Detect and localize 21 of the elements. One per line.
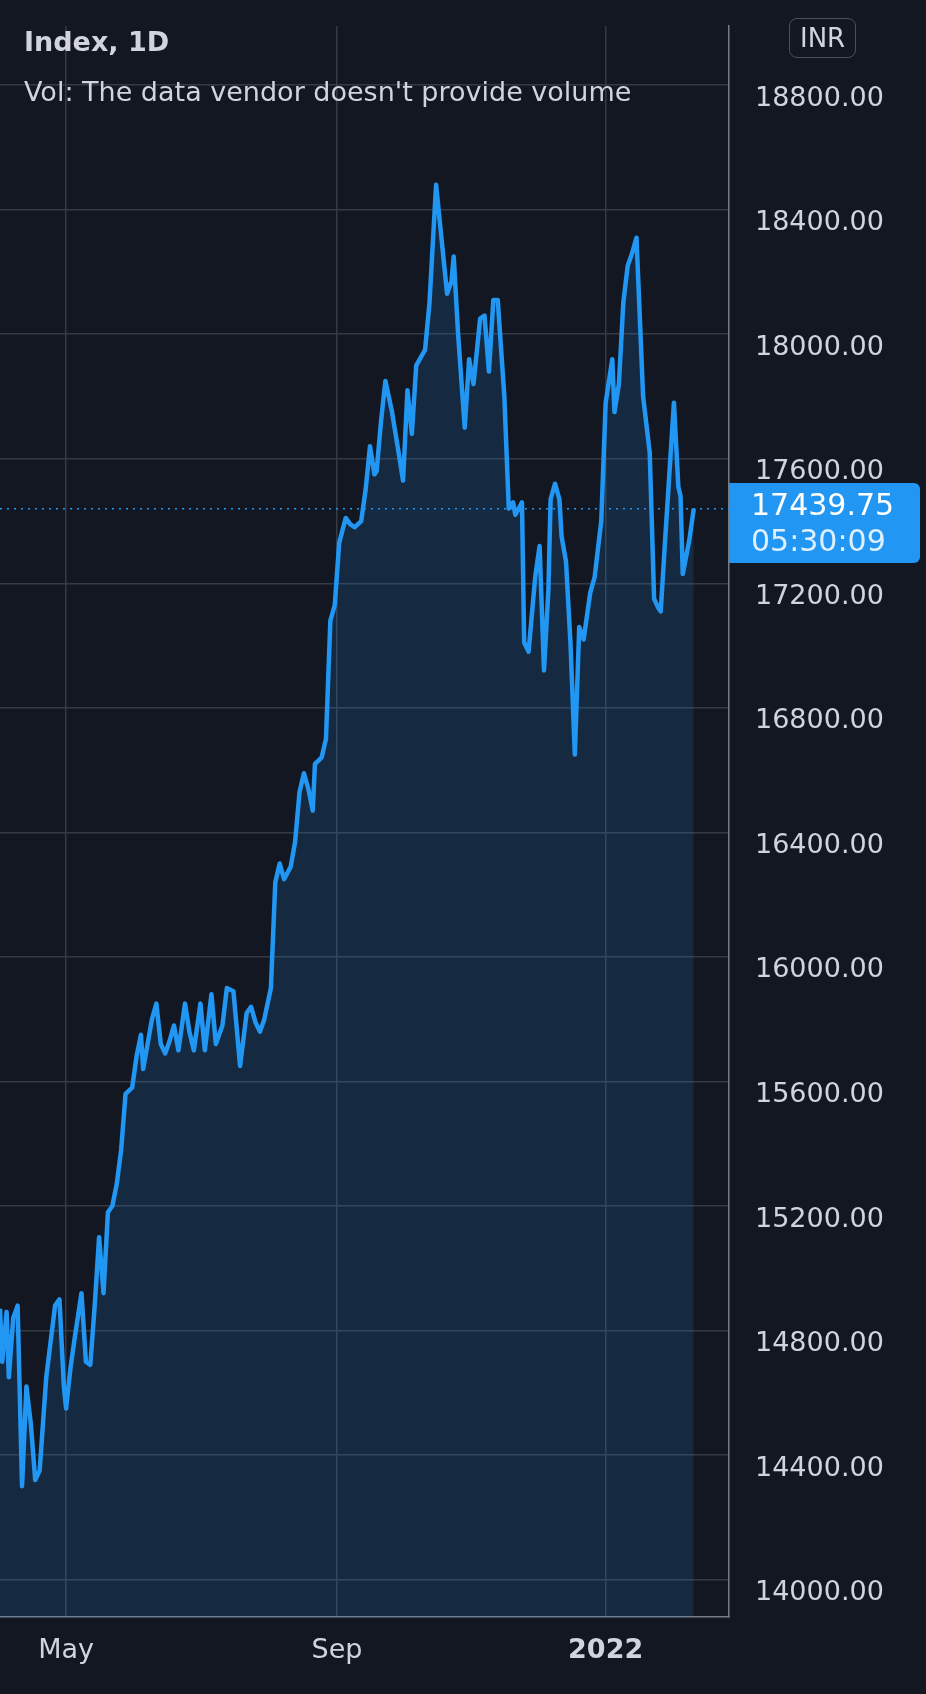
y-axis-title: INR — [789, 18, 857, 58]
y-tick-label: 18000.00 — [755, 329, 884, 361]
x-tick-label: Sep — [311, 1633, 363, 1665]
y-tick-label: 16800.00 — [755, 703, 884, 735]
ref-line-label: 17439.75 — [751, 486, 896, 523]
y-tick-label: 18400.00 — [755, 205, 884, 237]
x-tick-label: May — [38, 1633, 94, 1665]
y-tick-label: 14400.00 — [755, 1450, 884, 1482]
text: 05:30:09 — [751, 522, 887, 559]
y-tick-label: 14000.00 — [755, 1575, 884, 1607]
y-tick-label: 15200.00 — [755, 1201, 884, 1233]
y-tick-label: 16000.00 — [755, 952, 884, 984]
y-tick-label: 17600.00 — [755, 454, 884, 486]
y-tick-label: 16400.00 — [755, 827, 884, 859]
y-tick-label: 14800.00 — [755, 1326, 884, 1358]
y-tick-label: 15600.00 — [755, 1076, 884, 1108]
x-tick-label: 2022 — [568, 1633, 644, 1665]
chart-title: Index, 1D — [24, 26, 170, 57]
text: Vol: The data vendor doesn't provide volume — [24, 76, 632, 107]
y-tick-label: 17200.00 — [755, 578, 884, 610]
y-tick-label: 18800.00 — [755, 80, 884, 112]
